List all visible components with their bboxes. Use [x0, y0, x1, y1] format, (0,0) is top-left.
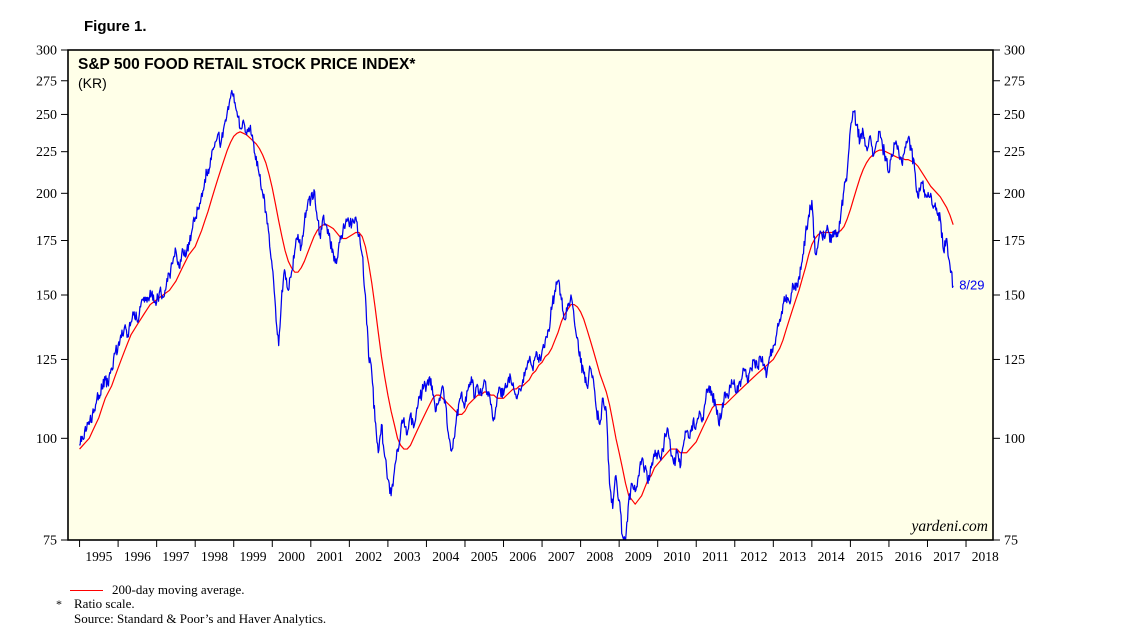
x-tick-label: 2006: [509, 549, 536, 564]
y-tick-label-right: 200: [1004, 187, 1025, 202]
x-tick-label: 2011: [702, 549, 729, 564]
footnote-source: Source: Standard & Poor’s and Haver Anal…: [74, 611, 327, 626]
y-tick-label-left: 175: [36, 234, 57, 249]
x-tick-label: 2018: [972, 549, 999, 564]
moving-average-legend-label: 200-day moving average.: [112, 582, 245, 597]
y-tick-label-left: 150: [36, 289, 57, 304]
moving-average-legend-swatch: [70, 589, 103, 591]
x-tick-label: 2015: [856, 549, 883, 564]
x-tick-label: 2008: [586, 549, 613, 564]
plot-background: [68, 50, 993, 540]
footnote-ratio-text: Ratio scale.: [74, 596, 135, 611]
x-tick-label: 1995: [85, 549, 112, 564]
x-tick-label: 2004: [432, 549, 459, 564]
chart-subtitle: (KR): [78, 75, 107, 91]
footnote-ratio-scale: * Ratio scale.: [56, 596, 135, 612]
moving-average-line: [79, 131, 954, 505]
last-date-annotation: 8/29: [959, 278, 984, 293]
stock-price-chart: 1995 1996 1997 1998 1999 2000 2001 2002 2003 2004…: [36, 44, 1025, 565]
x-tick-label: 2000: [278, 549, 305, 564]
y-tick-label-right: 75: [1004, 534, 1018, 549]
y-tick-label-left: 125: [36, 353, 57, 368]
x-tick-label: 2003: [394, 549, 421, 564]
y-tick-label-right: 100: [1004, 432, 1025, 447]
x-tick-label: 2017: [933, 549, 960, 564]
x-tick-label: 2013: [779, 549, 806, 564]
plot-frame: [67, 49, 994, 541]
y-tick-label-left: 225: [36, 145, 57, 160]
price-line: [79, 89, 954, 541]
y-tick-label-right: 175: [1004, 234, 1025, 249]
x-tick-label: 1997: [162, 549, 189, 564]
y-tick-label-left: 200: [36, 187, 57, 202]
x-tick-label: 1999: [240, 549, 267, 564]
y-tick-label-left: 275: [36, 74, 57, 89]
x-tick-label: 2001: [317, 549, 344, 564]
y-tick-label-left: 100: [36, 432, 57, 447]
y-tick-label-right: 250: [1004, 108, 1025, 123]
footnote-asterisk: *: [56, 597, 62, 611]
x-tick-label: 1996: [124, 549, 151, 564]
y-tick-label-right: 150: [1004, 289, 1025, 304]
x-tick-label: 2016: [895, 549, 922, 564]
y-tick-label-left: 75: [43, 534, 57, 549]
y-tick-label-right: 300: [1004, 44, 1025, 59]
y-tick-label-right: 275: [1004, 74, 1025, 89]
legend-row: 200-day moving average.: [70, 582, 244, 598]
x-tick-label: 1998: [201, 549, 228, 564]
x-tick-label: 2014: [818, 549, 845, 564]
x-tick-label: 2009: [625, 549, 652, 564]
y-tick-label-left: 300: [36, 44, 57, 59]
x-tick-label: 2010: [663, 549, 690, 564]
y-tick-label-left: 250: [36, 108, 57, 123]
watermark-yardeni: yardeni.com: [910, 518, 988, 535]
x-tick-label: 2012: [741, 549, 768, 564]
chart-title: S&P 500 FOOD RETAIL STOCK PRICE INDEX*: [78, 56, 416, 73]
y-tick-label-right: 225: [1004, 145, 1025, 160]
x-tick-label: 2005: [471, 549, 498, 564]
y-tick-label-right: 125: [1004, 353, 1025, 368]
x-tick-label: 2002: [355, 549, 382, 564]
chart-text-layer: S&P 500 FOOD RETAIL STOCK PRICE INDEX* (…: [78, 56, 988, 535]
figure-label: Figure 1.: [84, 18, 147, 35]
chart-generated-layer: 1995 1996 1997 1998 1999 2000 2001 2002 2003 2004…: [36, 44, 1025, 565]
x-tick-label: 2007: [548, 549, 575, 564]
